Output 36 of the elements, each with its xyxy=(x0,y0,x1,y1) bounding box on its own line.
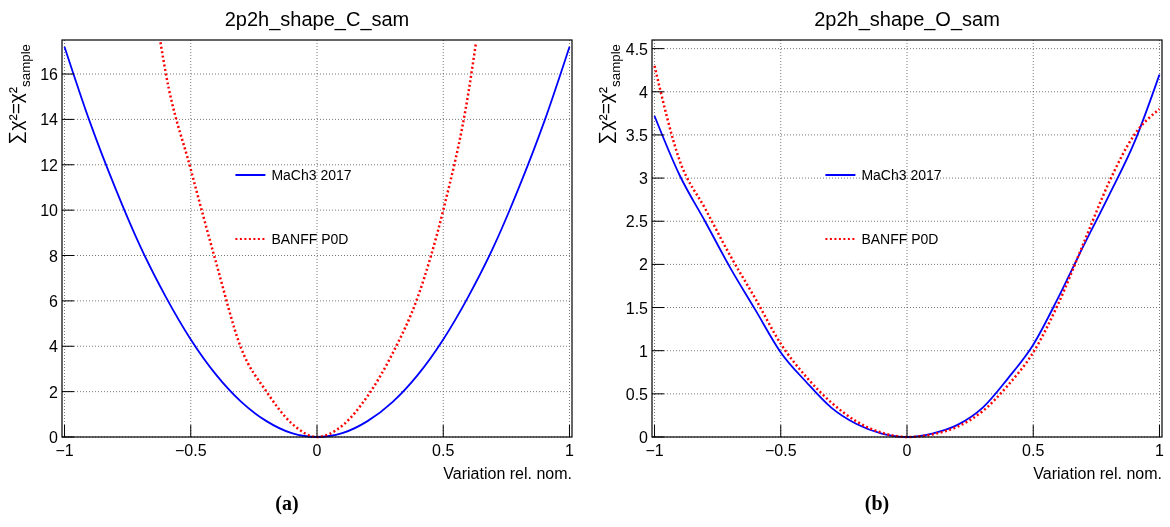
y-tick-label: 4 xyxy=(639,83,649,101)
y-tick-label: 8 xyxy=(49,247,59,265)
x-tick-label: 0.5 xyxy=(432,442,455,459)
y-tick-label: 14 xyxy=(40,111,59,129)
y-tick-label: 12 xyxy=(40,156,59,174)
y-tick-label: 2.5 xyxy=(625,213,649,231)
y-tick-label: 3 xyxy=(639,170,649,188)
text: (a) xyxy=(275,492,299,515)
y-tick-label: 10 xyxy=(40,202,59,220)
y-tick-label: 2 xyxy=(49,383,59,401)
y-tick-label: 16 xyxy=(40,66,59,84)
legend-label: BANFF P0D xyxy=(271,230,349,247)
y-tick-label: 4.5 xyxy=(625,40,649,58)
x-tick-label: 0 xyxy=(312,442,322,459)
x-axis-title: Variation rel. nom. xyxy=(443,465,572,482)
legend-label: MaCh3 2017 xyxy=(861,166,942,183)
y-tick-label: 1 xyxy=(639,342,649,360)
y-tick-label: 2 xyxy=(639,256,649,274)
y-tick-label: 4 xyxy=(49,338,59,356)
chart-title: 2p2h_shape_C_sam xyxy=(224,8,410,31)
y-tick-label: 1.5 xyxy=(625,299,649,317)
legend-label: BANFF P0D xyxy=(861,230,939,247)
chart-title: 2p2h_shape_O_sam xyxy=(814,8,1000,31)
x-tick-label: 0 xyxy=(902,442,912,459)
x-axis-title: Variation rel. nom. xyxy=(1033,465,1162,482)
x-tick-label: 0.5 xyxy=(1022,442,1045,459)
line-series xyxy=(159,41,478,439)
y-tick-label: 3.5 xyxy=(625,126,649,144)
x-tick-label: −0.5 xyxy=(764,442,797,459)
x-tick-label: 1 xyxy=(1155,442,1165,459)
text: (b) xyxy=(864,492,890,515)
y-tick-label: 6 xyxy=(49,292,59,310)
x-tick-label: −0.5 xyxy=(174,442,207,459)
legend-label: MaCh3 2017 xyxy=(271,166,352,183)
y-tick-label: 0.5 xyxy=(625,385,649,403)
x-tick-label: 1 xyxy=(565,442,575,459)
